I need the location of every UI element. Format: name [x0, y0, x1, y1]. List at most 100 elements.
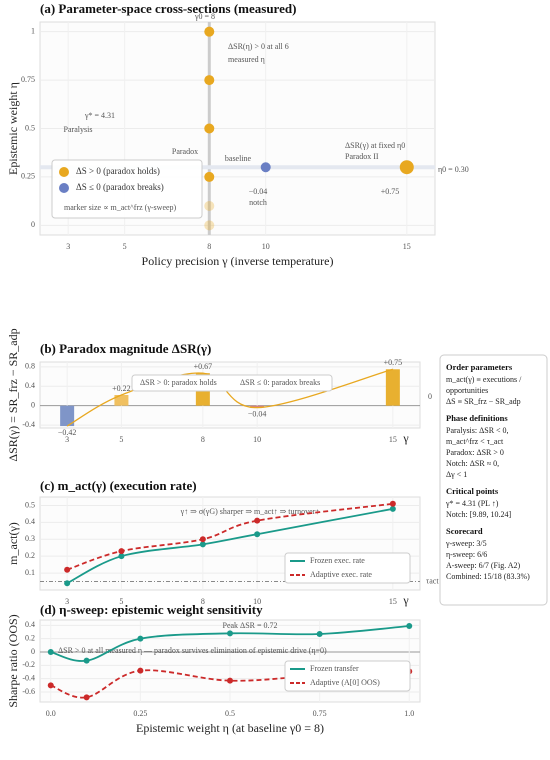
- x-tick-label: 0.25: [133, 709, 147, 718]
- x-tick-label: 3: [65, 435, 69, 444]
- annotation: ΔSR ≤ 0: paradox breaks: [240, 378, 320, 387]
- value-label: +0.75: [384, 358, 403, 367]
- legend-label: Frozen exec. rate: [310, 556, 365, 565]
- series-point: [227, 677, 233, 684]
- y-tick-label: -0.2: [22, 660, 35, 669]
- side-line: Notch: [9.89, 10.24]: [446, 510, 511, 519]
- scatter-point: [260, 162, 271, 173]
- y-tick-label: 0.4: [25, 381, 35, 390]
- x-tick-label: 5: [123, 242, 127, 251]
- x-axis-label: Epistemic weight η (at baseline γ0 = 8): [136, 721, 324, 735]
- series-point: [254, 531, 261, 538]
- legend-label: Adaptive exec. rate: [310, 570, 372, 579]
- annotation: Peak ΔSR = 0.72: [223, 621, 278, 630]
- scatter-point: [204, 26, 215, 37]
- bar: [385, 369, 400, 406]
- panel-title: (d) η-sweep: epistemic weight sensitivit…: [40, 602, 263, 617]
- side-heading: Order parameters: [446, 362, 513, 372]
- y-axis-label: Epistemic weight η: [6, 82, 20, 175]
- series-point: [64, 580, 71, 587]
- x-tick-label: 5: [119, 597, 123, 606]
- x-axis-label: γ: [402, 593, 409, 607]
- value-label: +0.22: [112, 384, 131, 393]
- y-tick-label: 0.5: [25, 123, 35, 132]
- x-tick-label: 8: [201, 435, 205, 444]
- x-axis-label: γ: [402, 431, 409, 445]
- legend-label: ΔS ≤ 0 (paradox breaks): [76, 182, 164, 192]
- y-tick-label: 0: [31, 647, 35, 656]
- annotation: −0.04: [249, 187, 268, 196]
- legend-label: ΔS > 0 (paradox holds): [76, 166, 160, 176]
- x-tick-label: 1.0: [404, 709, 414, 718]
- side-line: m_act(γ) ≡ executions /: [446, 375, 522, 384]
- scatter-point: [399, 160, 414, 175]
- series-point: [389, 500, 396, 507]
- side-line: m_act^frz < τ_act: [446, 437, 504, 446]
- legend-box: [51, 159, 203, 219]
- annotation: γ0 = 8: [194, 12, 215, 21]
- x-tick-label: 8: [207, 242, 211, 251]
- series-point: [316, 631, 323, 637]
- y-tick-label: 0.8: [25, 362, 35, 371]
- legend-box: [284, 552, 411, 584]
- series-point: [118, 548, 125, 555]
- scatter-point: [204, 123, 215, 134]
- x-tick-label: 3: [66, 242, 70, 251]
- y-axis-label: ΔSR(γ) = SR_frz − SR_adp: [6, 328, 20, 461]
- side-line: Δγ < 1: [446, 470, 467, 479]
- scatter-point: [204, 200, 215, 211]
- scatter-point: [204, 75, 215, 86]
- side-heading: Scorecard: [446, 526, 483, 536]
- x-tick-label: 0.5: [225, 709, 235, 718]
- series-point: [254, 517, 261, 524]
- scatter-point: [204, 220, 215, 231]
- side-line: opportunities: [446, 386, 488, 395]
- y-axis-label: m_act(γ): [6, 522, 20, 565]
- series-point: [137, 667, 144, 674]
- series-point: [47, 649, 54, 655]
- x-tick-label: 5: [119, 435, 123, 444]
- value-label: −0.42: [58, 428, 77, 437]
- y-tick-label: 0.2: [25, 633, 35, 642]
- annotation: 0: [428, 392, 432, 401]
- side-line: η-sweep: 6/6: [446, 550, 487, 559]
- annotation: notch: [249, 198, 267, 207]
- y-tick-label: 0.25: [21, 172, 35, 181]
- y-tick-label: 0.3: [25, 534, 35, 543]
- annotation: Paralysis: [64, 125, 93, 134]
- y-tick-label: -0.6: [22, 687, 35, 696]
- x-tick-label: 0.75: [313, 709, 327, 718]
- x-tick-label: 10: [253, 597, 261, 606]
- series-point: [406, 623, 413, 629]
- x-tick-label: 15: [403, 242, 411, 251]
- x-tick-label: 0.0: [46, 709, 56, 718]
- side-heading: Phase definitions: [446, 413, 508, 423]
- scatter-point: [204, 171, 215, 182]
- annotation: Paradox II: [345, 152, 379, 161]
- annotation: +0.75: [381, 187, 400, 196]
- panel-title: (a) Parameter-space cross-sections (meas…: [40, 1, 296, 16]
- side-line: γ* = 4.31 (PL ↑): [445, 499, 499, 508]
- x-tick-label: 3: [65, 597, 69, 606]
- series-point: [47, 682, 54, 689]
- side-line: Paralysis: ΔSR < 0,: [446, 426, 509, 435]
- legend-label: Frozen transfer: [310, 664, 359, 673]
- series-point: [83, 657, 90, 664]
- series-point: [118, 553, 125, 560]
- x-tick-label: 10: [253, 435, 261, 444]
- y-tick-label: 0.4: [25, 620, 35, 629]
- x-tick-label: 15: [389, 435, 397, 444]
- y-tick-label: 0.4: [25, 517, 35, 526]
- value-label: −0.04: [248, 409, 267, 418]
- legend-box: [131, 374, 333, 392]
- legend-box: [284, 660, 411, 692]
- series-point: [137, 635, 144, 642]
- y-tick-label: 1: [31, 27, 35, 36]
- side-panel: [439, 354, 548, 606]
- y-tick-label: 0.1: [25, 568, 35, 577]
- annotation: η0 = 0.30: [438, 165, 469, 174]
- threshold-label: τact: [426, 576, 439, 585]
- side-line: Paradox: ΔSR > 0: [446, 448, 504, 457]
